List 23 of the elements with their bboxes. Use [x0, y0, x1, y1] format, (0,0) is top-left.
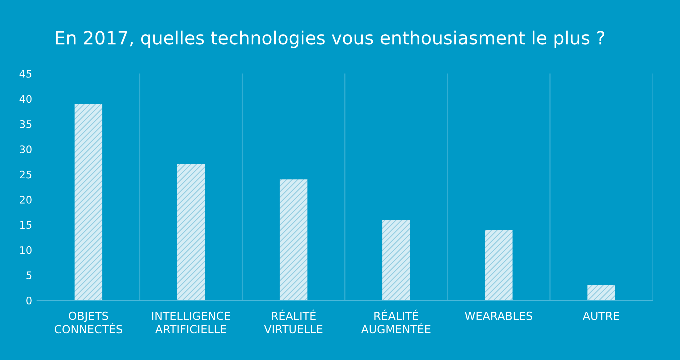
- y-tick-label: 5: [26, 272, 32, 280]
- y-tick-label: 15: [20, 221, 32, 230]
- bar: [382, 220, 410, 301]
- x-tick-label: RÉALITÉ AUGMENTÉE: [361, 310, 431, 334]
- y-tick-label: 45: [20, 70, 32, 78]
- x-tick-label: WEARABLES: [465, 312, 533, 320]
- y-tick-label: 25: [20, 170, 32, 179]
- y-tick-label: 35: [20, 120, 32, 128]
- y-tick-label: 40: [20, 95, 32, 104]
- bar: [280, 180, 308, 301]
- y-tick-label: 20: [20, 196, 32, 204]
- bar: [74, 104, 103, 301]
- bar: [588, 285, 616, 301]
- y-tick-label: 30: [20, 146, 32, 154]
- bar: [177, 164, 206, 301]
- x-tick-label: AUTRE: [582, 312, 620, 320]
- x-tick-label: INTELLIGENCE ARTIFICIELLE: [152, 312, 230, 334]
- x-tick-label: RÉALITÉ VIRTUELLE: [264, 310, 323, 334]
- y-tick-label: 0: [26, 296, 32, 305]
- x-tick-label: OBJETS CONNECTÉS: [54, 312, 122, 334]
- chart-title: En 2017, quelles technologies vous enthousiasment le plus ?: [56, 30, 605, 48]
- y-tick-label: 10: [20, 246, 32, 254]
- bar: [485, 230, 513, 301]
